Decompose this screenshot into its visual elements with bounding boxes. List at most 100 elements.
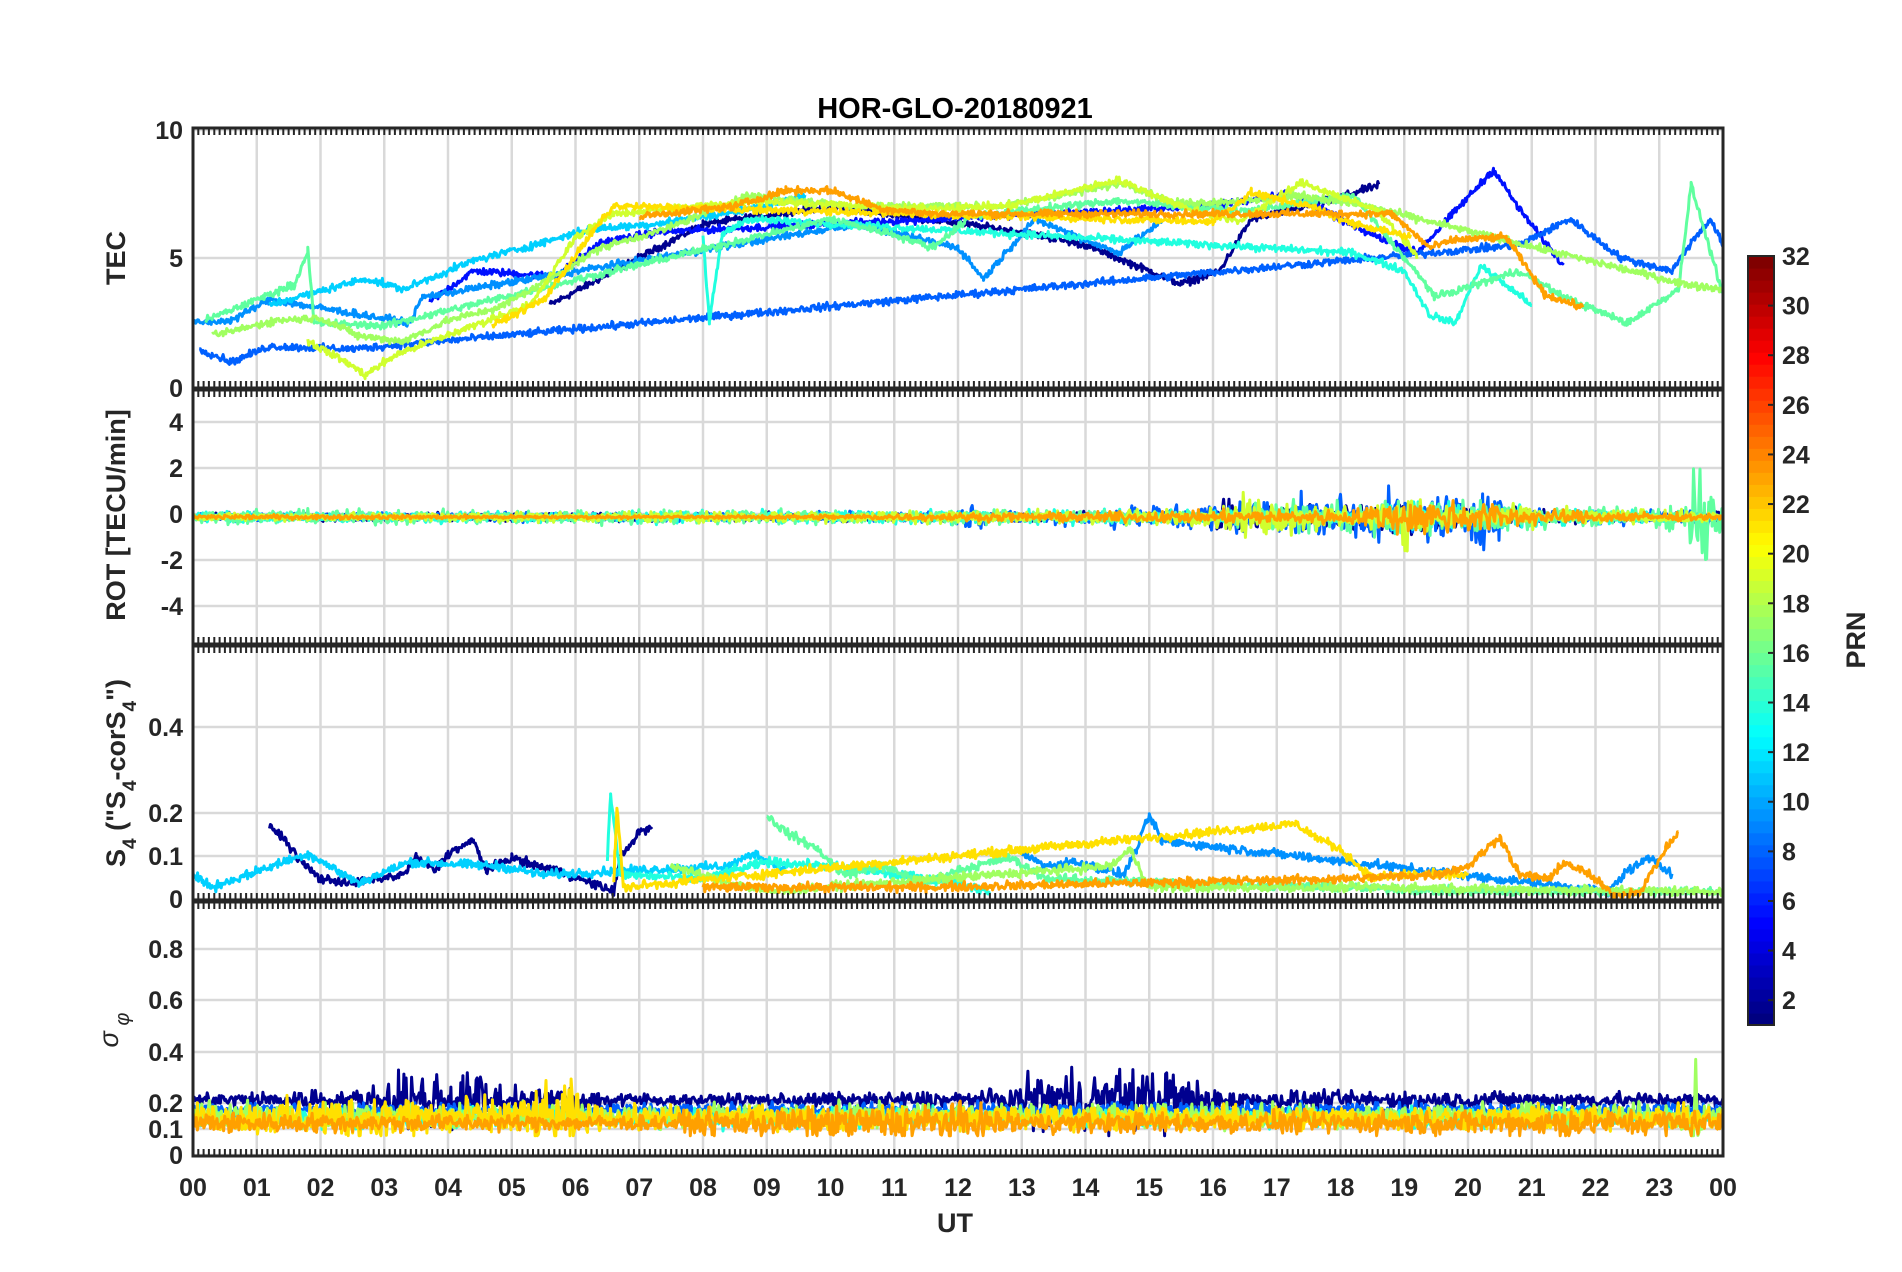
series-prn-19 (306, 175, 1419, 381)
y-axis-label-s4: S4 ("S4-corS4") (101, 679, 141, 867)
series-prn-23 (701, 830, 1679, 900)
x-tick-label: 08 (689, 1174, 717, 1202)
y-tick-label: 0.6 (148, 987, 183, 1015)
colorbar-swatch (1748, 424, 1774, 437)
colorbar-swatch (1748, 880, 1774, 894)
series-prn-14 (701, 214, 1533, 327)
colorbar-swatch (1748, 844, 1774, 858)
colorbar-swatch (1748, 328, 1774, 341)
x-tick-label: 22 (1582, 1174, 1610, 1202)
colorbar-tick-label: 18 (1782, 590, 1810, 618)
y-tick-label: 10 (155, 117, 183, 145)
series-prn-23 (638, 185, 1585, 311)
colorbar-swatch (1748, 556, 1774, 570)
series-prn-21 (612, 806, 1470, 893)
colorbar-swatch (1748, 340, 1774, 353)
colorbar-tick-label: 28 (1782, 342, 1810, 370)
colorbar-swatch (1748, 988, 1774, 1002)
y-tick-label: 4 (169, 409, 183, 437)
x-tick-label: 05 (498, 1174, 526, 1202)
x-axis: 00 01 02 03 04 05 06 07 08 09 10 11 12 13 14 15 16 17 18 19… (179, 1174, 1737, 1202)
series-group (193, 467, 1723, 561)
colorbar-swatch (1748, 976, 1774, 990)
colorbar-swatch (1748, 964, 1774, 978)
series-group (193, 792, 1723, 900)
x-tick-label: 20 (1454, 1174, 1482, 1202)
colorbar-swatch (1748, 364, 1774, 377)
x-tick-label: 12 (944, 1174, 972, 1202)
x-tick-label: 18 (1327, 1174, 1355, 1202)
colorbar-swatch (1748, 892, 1774, 906)
x-tick-label: 00 (179, 1174, 207, 1202)
colorbar-swatch (1748, 676, 1774, 690)
colorbar-swatch (1748, 760, 1774, 774)
colorbar-swatch (1748, 472, 1774, 485)
series-prn-1 (268, 823, 654, 897)
colorbar-swatch (1748, 856, 1774, 870)
colorbar-swatch (1748, 1000, 1774, 1014)
x-tick-label: 14 (1072, 1174, 1100, 1202)
y-axis-label-tec: TEC (101, 231, 131, 285)
colorbar-swatch (1748, 736, 1774, 750)
panel-s4: 0 0.1 0.2 0.4S4 ("S4-corS4") (101, 644, 1725, 914)
colorbar-swatch (1748, 832, 1774, 846)
colorbar-swatch (1748, 412, 1774, 425)
colorbar-swatch (1748, 796, 1774, 810)
colorbar-swatch (1748, 652, 1774, 666)
y-axis-label-sigma: σ φ (94, 1013, 134, 1048)
minor-ticks (192, 128, 1724, 388)
colorbar-tick-label: 20 (1782, 541, 1810, 569)
colorbar-swatch (1748, 1012, 1774, 1026)
colorbar-swatch (1748, 544, 1774, 557)
colorbar-swatch (1748, 448, 1774, 461)
colorbar-swatch (1748, 568, 1774, 582)
y-tick-label: 0 (169, 886, 183, 914)
series-prn-10 (193, 214, 1164, 328)
x-tick-label: 23 (1645, 1174, 1673, 1202)
x-tick-label: 03 (370, 1174, 398, 1202)
colorbar-swatch (1748, 400, 1774, 413)
colorbar-swatch (1748, 664, 1774, 678)
colorbar-swatch (1748, 724, 1774, 738)
series-prn-12 (268, 192, 807, 307)
y-tick-label: 2 (169, 455, 183, 483)
y-tick-label: 0.2 (148, 800, 183, 828)
y-tick-label: 0.4 (148, 1039, 183, 1067)
x-tick-label: 02 (307, 1174, 335, 1202)
colorbar-swatch (1748, 616, 1774, 630)
colorbar-tick-label: 2 (1782, 987, 1796, 1015)
colorbar-swatch (1748, 280, 1774, 293)
series-prn-19 (193, 490, 1723, 553)
series-prn-8 (198, 217, 1723, 366)
colorbar-tick-label: 14 (1782, 690, 1810, 718)
x-tick-label: 17 (1263, 1174, 1291, 1202)
colorbar-swatch (1748, 772, 1774, 786)
panel-sigma: 00.10.2 0.4 0.6 0.8 σ φ (94, 900, 1725, 1170)
chart-title: HOR-GLO-20180921 (817, 93, 1093, 125)
y-axis-label-rot: ROT [TECU/min] (101, 409, 131, 620)
colorbar-swatch (1748, 916, 1774, 930)
panel-rot: -4 -2 0 2 4 ROT [TECU/min] (101, 388, 1725, 646)
colorbar-swatch (1748, 952, 1774, 966)
colorbar-swatch (1748, 376, 1774, 389)
colorbar-tick-label: 22 (1782, 491, 1810, 519)
y-tick-label: -4 (161, 593, 183, 621)
x-tick-label: 13 (1008, 1174, 1036, 1202)
colorbar-tick-label: 30 (1782, 293, 1810, 321)
colorbar-swatch (1748, 304, 1774, 317)
y-tick-label: 0.1 (148, 1116, 183, 1144)
colorbar-swatch (1748, 628, 1774, 642)
colorbar-swatch (1748, 520, 1774, 533)
series-prn-16 (204, 180, 1723, 331)
series-prn-23 (193, 1099, 1723, 1138)
colorbar-tick-label: 10 (1782, 789, 1810, 817)
colorbar-tick-label: 12 (1782, 739, 1810, 767)
x-tick-label: 19 (1390, 1174, 1418, 1202)
colorbar-tick-label: 32 (1782, 243, 1810, 271)
colorbar-swatch (1748, 688, 1774, 702)
x-tick-label: 06 (562, 1174, 590, 1202)
y-tick-label: 5 (169, 245, 183, 273)
x-tick-label: 09 (753, 1174, 781, 1202)
colorbar-swatch (1748, 508, 1774, 521)
